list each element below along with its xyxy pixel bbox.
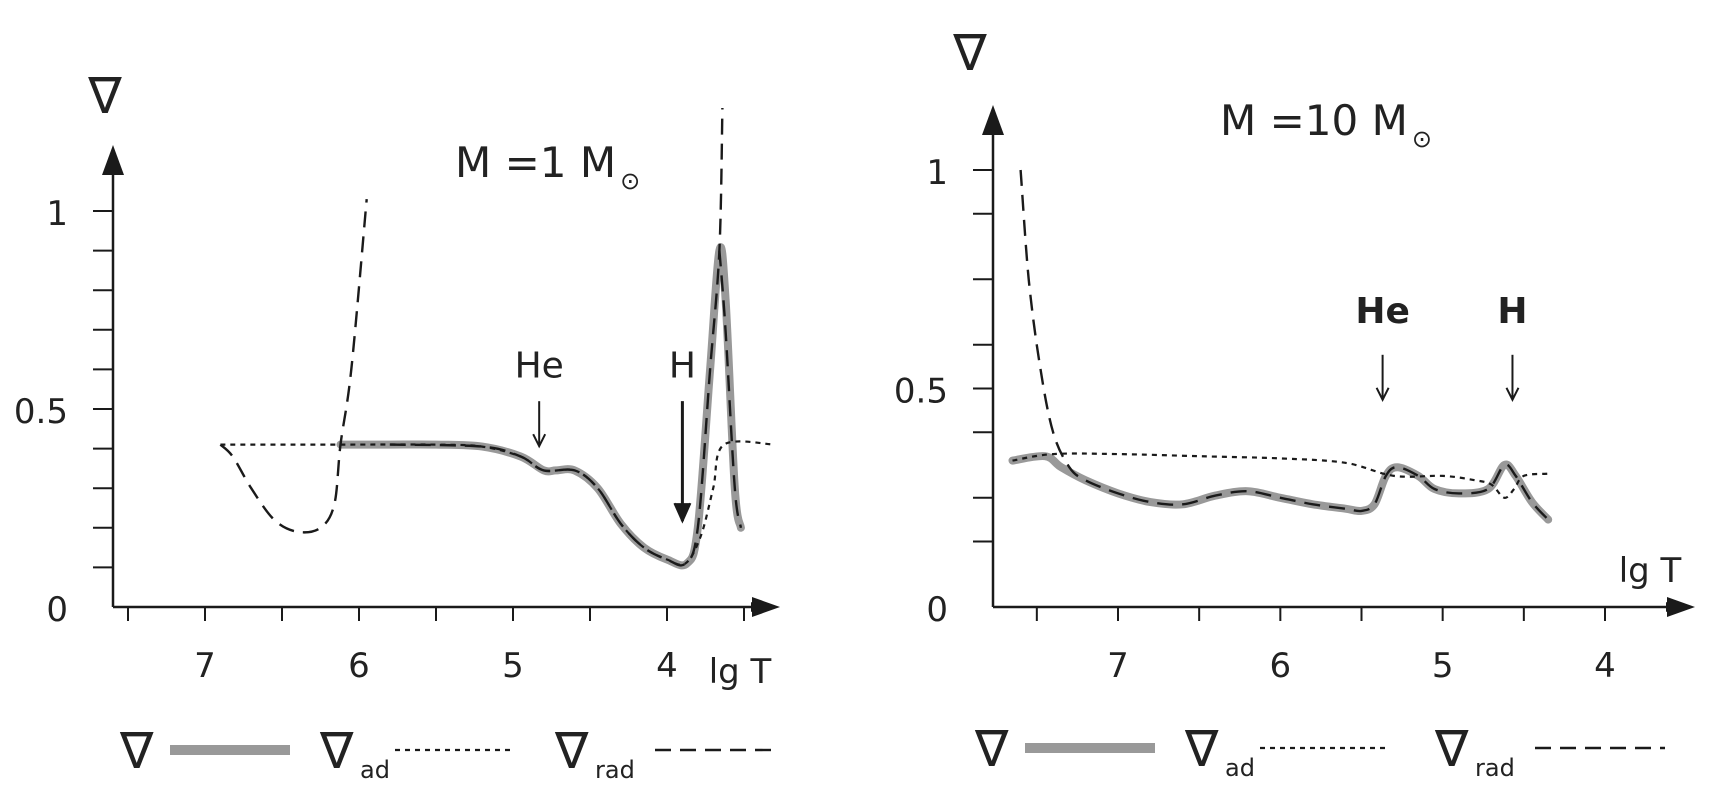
legend-symbol: ∇ (319, 722, 354, 780)
legend-subscript: rad (595, 756, 635, 784)
series-line-nabla-rad (1019, 169, 1550, 521)
marker-label-he: He (515, 345, 564, 386)
y-axis-arrowhead (102, 145, 124, 175)
sun-symbol: ⊙ (620, 167, 640, 195)
x-tick-label: 4 (656, 646, 678, 686)
series-line-nabla-rad-2 (389, 107, 724, 567)
y-tick-label: 0 (46, 590, 68, 630)
y-tick-label: 1 (926, 153, 948, 193)
marker-label-he: He (1355, 291, 1410, 332)
chart-title: M =1 M ⊙ (455, 138, 640, 195)
marker-label-h: H (1497, 291, 1527, 332)
x-tick-label: 6 (348, 646, 370, 686)
x-tick-label: 7 (194, 646, 216, 686)
x-axis-arrowhead (752, 597, 780, 617)
x-tick-label: 7 (1107, 646, 1129, 686)
legend-symbol: ∇ (119, 722, 154, 780)
series-line-nabla-ad (1012, 452, 1549, 499)
y-tick-label: 0 (926, 590, 948, 630)
legend-symbol: ∇ (554, 722, 589, 780)
marker-arrowhead-he (1375, 387, 1390, 403)
y-tick-label: 1 (46, 194, 68, 234)
marker-label-h: H (669, 345, 696, 386)
legend-symbol: ∇ (974, 720, 1009, 778)
y-axis-arrowhead (982, 105, 1004, 135)
x-tick-label: 6 (1270, 646, 1292, 686)
y-tick-label: 0.5 (894, 372, 948, 412)
y-tick-label: 0.5 (14, 392, 68, 432)
series-line-nabla (1008, 452, 1553, 524)
marker-arrowhead-h (1505, 387, 1520, 403)
marker-arrowhead-h (673, 502, 692, 524)
x-axis-label: lg T (709, 652, 772, 692)
legend-symbol: ∇ (1434, 720, 1469, 778)
legend-subscript: ad (360, 756, 390, 784)
legend-subscript: rad (1475, 754, 1515, 782)
y-axis-label: ∇ (952, 24, 987, 82)
chart-panel-10m: 7 6 5 400.51∇lg TM =10 M ⊙He H∇ ∇ ad ∇ rad (894, 24, 1695, 782)
chart-title: M =10 M ⊙ (1220, 96, 1432, 153)
x-tick-label: 5 (1432, 646, 1454, 686)
x-axis-label: lg T (1619, 551, 1682, 591)
sun-symbol: ⊙ (1412, 125, 1432, 153)
x-axis-arrowhead (1667, 597, 1695, 617)
y-axis-label: ∇ (87, 67, 122, 125)
legend-symbol: ∇ (1184, 720, 1219, 778)
series-line-nabla-rad (219, 198, 368, 534)
x-tick-label: 4 (1594, 646, 1616, 686)
chart-panel-1m: 7 6 5 400.51∇lg TM =1 M ⊙He H∇ ∇ ad ∇ rad (14, 67, 780, 784)
legend-subscript: ad (1225, 754, 1255, 782)
x-tick-label: 5 (502, 646, 524, 686)
marker-arrowhead-he (532, 433, 547, 449)
series-line-nabla-rad-3 (718, 250, 743, 529)
